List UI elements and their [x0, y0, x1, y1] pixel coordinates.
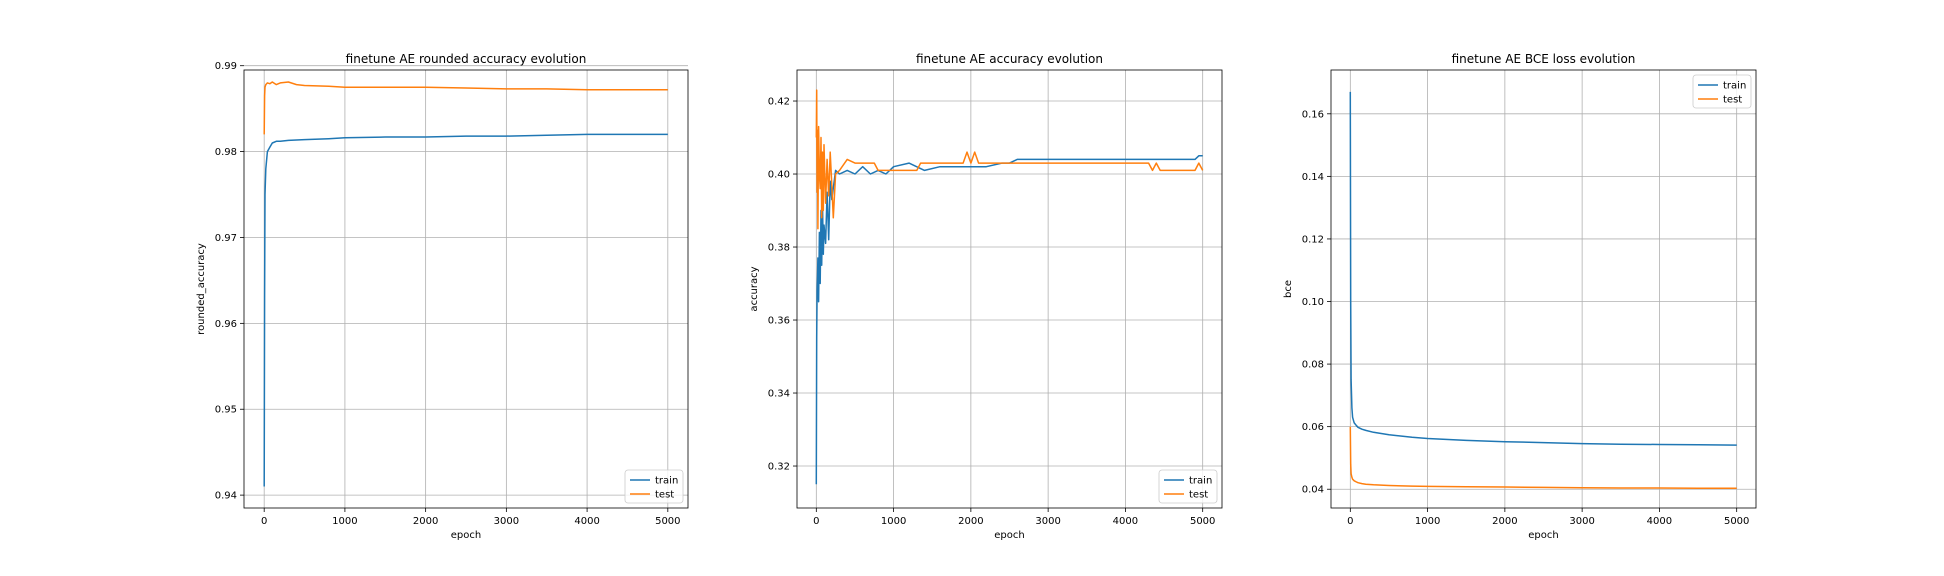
chart-title: finetune AE accuracy evolution	[916, 52, 1103, 66]
y-axis-label: accuracy	[749, 266, 760, 311]
chart-title: finetune AE BCE loss evolution	[1452, 52, 1636, 66]
y-tick-label: 0.38	[768, 243, 790, 254]
x-tick-label: 0	[261, 516, 267, 527]
x-tick-label: 0	[1347, 516, 1353, 527]
legend-label: train	[655, 476, 678, 487]
x-tick-label: 4000	[1113, 516, 1138, 527]
y-tick-label: 0.40	[768, 170, 790, 181]
series-line-train	[1349, 91, 1737, 446]
axes-frame	[1330, 69, 1757, 509]
x-tick-label: 1000	[1415, 516, 1440, 527]
x-tick-label: 5000	[1190, 516, 1215, 527]
chart-title: finetune AE rounded accuracy evolution	[346, 52, 587, 66]
legend: train test	[624, 469, 684, 504]
x-tick-label: 1000	[881, 516, 906, 527]
y-tick-label: 0.97	[215, 233, 237, 244]
y-axis-label: rounded_accuracy	[196, 243, 207, 335]
y-axis-label: bce	[1283, 280, 1294, 298]
x-tick-label: 3000	[494, 516, 519, 527]
y-tick-label: 0.96	[215, 319, 237, 330]
y-tick-label: 0.12	[1302, 234, 1324, 245]
x-tick-label: 4000	[1647, 516, 1672, 527]
x-tick-label: 2000	[958, 516, 983, 527]
x-axis-label: epoch	[994, 530, 1024, 541]
axes-frame	[796, 69, 1223, 509]
y-tick-label: 0.34	[768, 389, 790, 400]
chart-panel-1: 0 1000 2000 3000 4000 5000 0.94 0.95 0.96 0.97 0.9…	[196, 52, 689, 541]
legend-label: train	[1189, 476, 1212, 487]
x-tick-label: 3000	[1035, 516, 1060, 527]
y-tick-label: 0.42	[768, 97, 790, 108]
y-tick-label: 0.06	[1302, 422, 1324, 433]
x-tick-label: 3000	[1569, 516, 1594, 527]
axes-frame	[243, 69, 689, 509]
series-line-train	[815, 155, 1203, 485]
series-line-test	[263, 81, 668, 135]
y-tick-label: 0.95	[215, 405, 237, 416]
legend: train test	[1158, 469, 1218, 504]
chart-panel-3: 0 1000 2000 3000 4000 5000 0.04 0.06 0.08 0.10 0.1…	[1283, 52, 1757, 541]
x-tick-label: 2000	[1492, 516, 1517, 527]
x-axis-label: epoch	[1528, 530, 1558, 541]
y-tick-label: 0.10	[1302, 297, 1324, 308]
y-tick-label: 0.94	[215, 491, 237, 502]
x-axis-label: epoch	[451, 530, 481, 541]
series-line-test	[815, 89, 1204, 230]
legend-label: test	[655, 490, 674, 501]
x-tick-label: 5000	[1724, 516, 1749, 527]
x-tick-label: 4000	[574, 516, 599, 527]
legend-label: test	[1189, 490, 1208, 501]
y-tick-label: 0.99	[215, 61, 237, 72]
x-tick-label: 5000	[655, 516, 680, 527]
x-tick-label: 1000	[332, 516, 357, 527]
y-tick-label: 0.98	[215, 147, 237, 158]
y-tick-label: 0.14	[1302, 172, 1324, 183]
legend: train test	[1692, 74, 1752, 109]
x-tick-label: 0	[813, 516, 819, 527]
y-tick-label: 0.32	[768, 462, 790, 473]
x-tick-label: 2000	[413, 516, 438, 527]
y-tick-label: 0.36	[768, 316, 790, 327]
series-line-train	[263, 133, 668, 487]
legend-label: train	[1723, 81, 1746, 92]
y-tick-label: 0.04	[1302, 485, 1324, 496]
y-tick-label: 0.08	[1302, 360, 1324, 371]
series-line-test	[1349, 426, 1737, 490]
legend-label: test	[1723, 95, 1742, 106]
chart-panel-2: 0 1000 2000 3000 4000 5000 0.32 0.34 0.36 0.38 0.4…	[749, 52, 1223, 541]
y-tick-label: 0.16	[1302, 109, 1324, 120]
